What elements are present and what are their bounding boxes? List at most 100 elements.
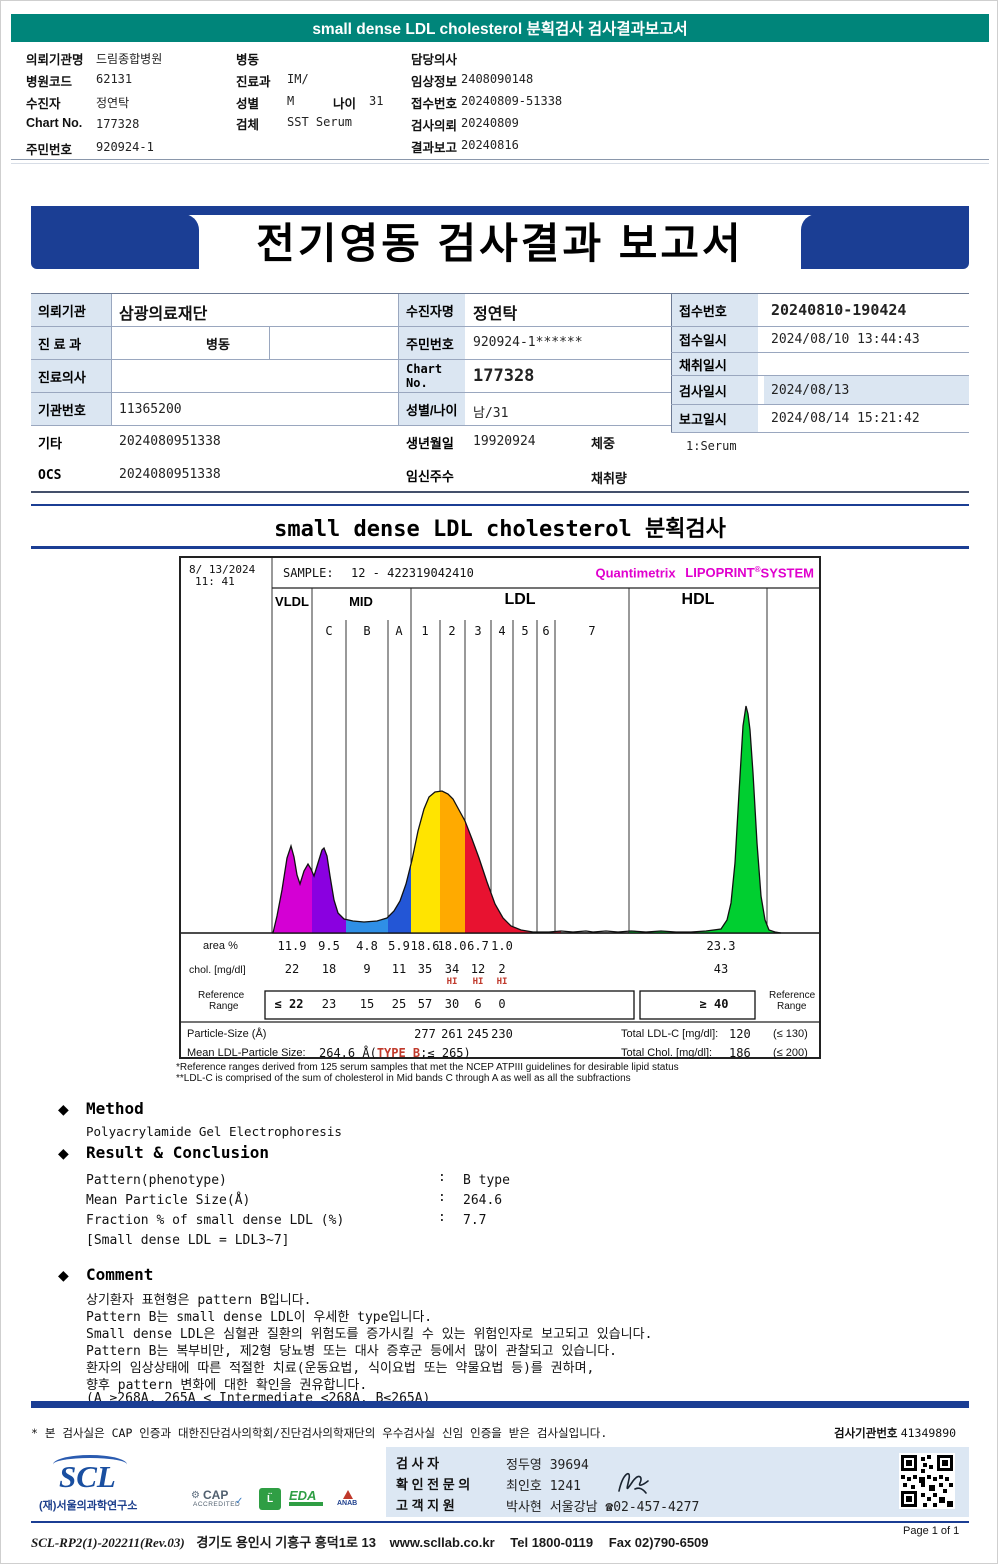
specimen-label: 검체 — [236, 118, 260, 132]
chart-footnote-1: *Reference ranges derived from 125 serum… — [176, 1062, 679, 1073]
psize-ldl4: 230 — [491, 1027, 513, 1041]
cap-check-icon: ✓ — [235, 1496, 244, 1507]
sublane-1: 1 — [421, 624, 429, 638]
comment-line-5: 환자의 임상상태에 따른 적절한 치료(운동요법, 식이요법 또는 약물요법 등… — [86, 1361, 595, 1376]
specimen-value: SST Serum — [287, 115, 353, 129]
footer-staff-panel — [386, 1447, 969, 1517]
lipoprint-chart: 8/ 13/2024 11: 41 SAMPLE: 12 - 422319042… — [179, 556, 821, 1060]
info-row-line — [671, 326, 969, 327]
chol-ldl3: 12 — [470, 962, 486, 976]
group-vldl: VLDL — [275, 594, 309, 609]
total-ldl-label: Total LDL-C [mg/dl]: — [621, 1028, 719, 1040]
info-volume-sublabel: 채취량 — [591, 471, 627, 486]
cap-cert-line: * 본 검사실은 CAP 인증과 대한진단검사의학회/진단검사의학재단의 우수검… — [31, 1426, 608, 1440]
mean-type-flag: TYPE B — [376, 1046, 421, 1060]
order-info-table: 의뢰기관 진 료 과 진료의사 기관번호 기타 OCS 삼광의료재단 병동 11… — [31, 293, 969, 493]
info-patient-name-label: 수진자명 — [399, 294, 465, 326]
info-chart-value: 177328 — [473, 366, 535, 386]
info-table-bottom-border — [31, 491, 969, 493]
info-serum-note: 1:Serum — [686, 439, 737, 453]
info-birth-value: 19920924 — [473, 434, 536, 449]
brand-word-2: LIPOPRINT — [685, 565, 755, 581]
info-col-line — [269, 326, 270, 359]
info-gestation-label: 임신주수 — [406, 468, 454, 484]
print-date: 8/ 13/2024 — [189, 563, 256, 576]
area-ldl3: 6.7 — [467, 939, 489, 953]
info-table-top-border — [31, 293, 969, 294]
report-top-bar: small dense LDL cholesterol 분획검사 검사결과보고서 — [11, 14, 989, 42]
hi-flag-ldl4: HI — [496, 977, 508, 987]
info-client-label: 의뢰기관 — [31, 294, 111, 326]
chart-footnote-2: **LDL-C is comprised of the sum of chole… — [176, 1073, 631, 1084]
ref-ldl2: 30 — [444, 997, 460, 1011]
result-row-size-colon: : — [438, 1190, 446, 1205]
result-bullet-icon: ◆ — [58, 1145, 69, 1161]
info-row-line — [671, 375, 969, 376]
orderer-name-value: 드림종합병원 — [96, 52, 163, 66]
lipoprint-densitometry-svg — [181, 558, 819, 1023]
info-row-line — [31, 425, 671, 426]
patient-value: 정연탁 — [96, 96, 130, 110]
chol-mida: 11 — [391, 962, 407, 976]
tester-value: 정두영 39694 — [506, 1458, 589, 1473]
ward-label: 병동 — [236, 53, 260, 67]
row-label-ref-left-1: Reference — [198, 990, 245, 1001]
header-divider — [11, 159, 989, 160]
eda-logo: EDA — [289, 1488, 329, 1510]
anab-logo: ANAB — [335, 1490, 365, 1514]
info-org-no-value: 11365200 — [119, 402, 182, 417]
sublane-3: 3 — [474, 624, 482, 638]
scl-logo-arc-icon — [53, 1455, 127, 1474]
info-acc-no-label: 접수번호 — [672, 294, 758, 326]
result-row-fraction-colon: : — [438, 1210, 446, 1225]
ref-ldl3: 6 — [474, 997, 482, 1011]
area-midc: 9.5 — [318, 939, 340, 953]
area-vldl: 11.9 — [277, 939, 307, 953]
hi-flag-ldl2: HI — [446, 977, 458, 987]
print-time: 11: 41 — [195, 575, 235, 588]
info-row-line — [31, 359, 671, 360]
method-body: Polyacrylamide Gel Electrophoresis — [86, 1124, 342, 1139]
mean-particle-tail: ;≤ 265) — [420, 1046, 471, 1060]
info-sex-age-value: 남/31 — [473, 406, 509, 421]
row-label-ref-right-1: Reference — [769, 990, 816, 1001]
ref-midb: 15 — [359, 997, 375, 1011]
row-label-chol: chol. [mg/dl] — [189, 964, 246, 976]
bottom-address: 경기도 용인시 기흥구 흥덕1로 13 — [196, 1535, 376, 1550]
chol-midc: 18 — [321, 962, 337, 976]
method-bullet-icon: ◆ — [58, 1101, 69, 1117]
bottom-tel: Tel 1800-0119 — [510, 1535, 594, 1550]
result-row-size-label: Mean Particle Size(Å) — [86, 1193, 251, 1208]
info-org-no-label: 기관번호 — [31, 393, 111, 425]
page-number: Page 1 of 1 — [903, 1525, 960, 1537]
info-col-line — [398, 294, 399, 425]
verifier-signature-icon — [618, 1472, 649, 1494]
age-label: 나이 — [333, 97, 357, 111]
comment-line-4: Pattern B는 복부비만, 제2형 당뇨병 또는 대사 증후군 등에서 많… — [86, 1344, 617, 1359]
area-ldl4: 1.0 — [491, 939, 513, 953]
psize-ldl1: 277 — [414, 1027, 436, 1041]
total-chol-value: 186 — [729, 1046, 751, 1060]
info-test-dt-label: 검사일시 — [672, 376, 758, 404]
chol-midb: 9 — [363, 962, 371, 976]
info-etc-label: 기타 — [38, 435, 62, 451]
anab-flame-icon — [343, 1490, 353, 1499]
accession-label: 접수번호 — [411, 97, 458, 111]
result-note: [Small dense LDL = LDL3~7] — [86, 1233, 290, 1248]
sex-label: 성별 — [236, 97, 260, 111]
area-mida: 5.9 — [388, 939, 410, 953]
support-value: 박사현 서울강남 ☎02-457-4277 — [506, 1500, 700, 1515]
lim-logo-icon: L̈ — [259, 1488, 281, 1510]
sample-label: SAMPLE: — [283, 566, 334, 580]
row-label-mean: Mean LDL-Particle Size: — [187, 1047, 306, 1059]
ref-hdl: ≥ 40 — [699, 997, 729, 1011]
patient-label: 수진자 — [26, 97, 61, 111]
ref-vldl: ≤ 22 — [274, 997, 304, 1011]
hospital-code-label: 병원코드 — [26, 75, 73, 89]
result-row-pattern-colon: : — [438, 1170, 446, 1185]
sublane-7: 7 — [588, 624, 596, 638]
brand-word-3: SYSTEM — [760, 565, 814, 581]
order-date-label: 검사의뢰 — [411, 119, 458, 133]
report-date-label: 결과보고 — [411, 141, 458, 155]
